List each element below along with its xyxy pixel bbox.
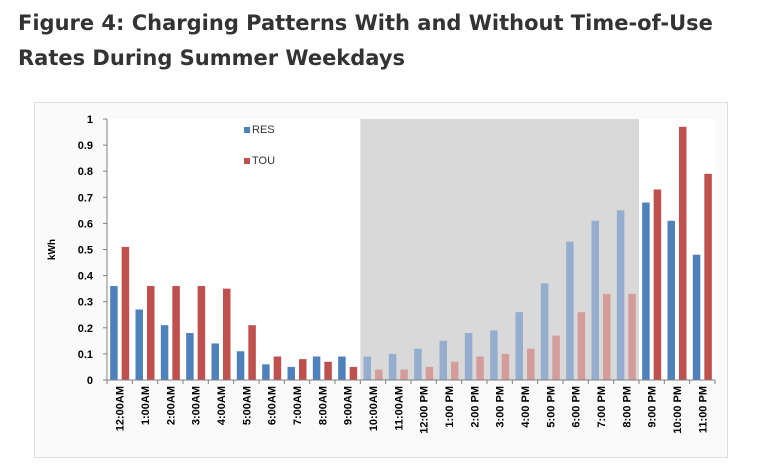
x-category-label-9: 9:00AM: [343, 386, 355, 425]
x-category-label-3: 3:00AM: [191, 386, 203, 425]
bar-tou-13: [451, 361, 459, 380]
legend-label-res: RES: [252, 124, 275, 136]
figure-title: Figure 4: Charging Patterns With and Wit…: [18, 11, 713, 70]
bar-tou-2: [172, 286, 180, 380]
bar-res-8: [312, 356, 321, 380]
y-tick-label-1: 0.1: [78, 349, 93, 361]
x-category-label-19: 7:00 PM: [596, 386, 608, 428]
bar-res-9: [338, 356, 346, 380]
bar-res-1: [135, 309, 143, 380]
x-category-label-10: 10:00AM: [368, 386, 380, 431]
x-category-label-15: 3:00 PM: [495, 386, 507, 428]
bar-tou-17: [552, 335, 560, 380]
x-category-label-16: 4:00 PM: [520, 386, 532, 428]
bar-res-12: [414, 348, 422, 380]
x-category-label-18: 6:00 PM: [571, 386, 583, 428]
bar-res-4: [211, 343, 219, 380]
x-category-label-7: 7:00AM: [292, 386, 304, 425]
bar-res-2: [160, 325, 169, 380]
x-category-label-6: 6:00AM: [267, 386, 279, 425]
bar-res-14: [464, 333, 473, 380]
bar-res-20: [616, 210, 625, 380]
bar-tou-12: [425, 366, 434, 380]
x-category-label-13: 1:00 PM: [444, 386, 456, 428]
y-axis-title: kWh: [47, 239, 58, 260]
y-tick-label-6: 0.6: [78, 218, 93, 230]
bar-tou-11: [400, 369, 408, 380]
x-category-label-0: 12:00AM: [115, 386, 127, 431]
bar-res-21: [642, 202, 650, 380]
x-category-label-14: 2:00 PM: [469, 386, 481, 428]
x-category-label-22: 10:00 PM: [672, 386, 684, 434]
bar-res-6: [262, 364, 270, 380]
bar-tou-23: [704, 173, 712, 380]
x-category-label-1: 1:00AM: [140, 386, 152, 425]
y-tick-label-2: 0.2: [78, 323, 93, 335]
bar-res-0: [110, 286, 118, 380]
bar-chart: 0 0.1 0.2 0.3 0.4 0.5 0.6 0.7 0.8 0.9 1 12:00AM 1:0…: [47, 114, 716, 434]
bar-res-5: [236, 351, 245, 380]
bar-tou-10: [375, 369, 383, 380]
x-category-label-8: 8:00AM: [317, 386, 329, 425]
bar-tou-7: [299, 359, 307, 380]
bar-tou-14: [476, 356, 484, 380]
legend-label-tou: TOU: [252, 155, 275, 167]
x-category-label-2: 2:00AM: [165, 386, 177, 425]
bar-res-13: [439, 340, 447, 380]
x-category-label-20: 8:00 PM: [621, 386, 633, 428]
x-category-label-5: 5:00AM: [241, 386, 253, 425]
bar-tou-5: [248, 325, 256, 380]
bar-res-19: [591, 220, 599, 380]
bar-res-22: [667, 220, 675, 380]
x-category-label-11: 11:00AM: [393, 386, 405, 431]
bar-tou-1: [147, 286, 155, 380]
bar-tou-18: [577, 312, 586, 380]
x-category-label-12: 12:00 PM: [419, 386, 431, 434]
bar-tou-16: [527, 348, 535, 380]
bar-tou-9: [349, 366, 358, 380]
bar-res-15: [490, 330, 498, 380]
y-tick-label-3: 0.3: [78, 297, 93, 309]
bar-tou-4: [223, 288, 231, 380]
bar-res-7: [287, 366, 295, 380]
bar-tou-8: [324, 361, 332, 380]
bar-res-23: [692, 254, 701, 380]
bar-res-10: [363, 356, 371, 380]
bar-tou-21: [653, 189, 662, 380]
chart-panel: 0 0.1 0.2 0.3 0.4 0.5 0.6 0.7 0.8 0.9 1 12:00AM 1:0…: [34, 102, 728, 458]
x-category-label-4: 4:00AM: [216, 386, 228, 425]
x-category-label-17: 5:00 PM: [545, 386, 557, 428]
y-tick-label-5: 0.5: [78, 245, 93, 257]
bar-tou-20: [628, 293, 636, 380]
bar-tou-0: [121, 246, 130, 380]
bar-res-11: [388, 353, 397, 380]
bar-res-18: [566, 241, 574, 380]
bar-tou-19: [603, 293, 611, 380]
x-category-label-23: 11:00 PM: [697, 386, 709, 433]
bar-tou-15: [501, 353, 510, 380]
bar-tou-22: [679, 126, 687, 380]
legend-swatch-tou: [244, 158, 250, 164]
y-tick-label-10: 1: [87, 114, 93, 126]
bar-tou-6: [273, 356, 282, 380]
bar-res-16: [515, 312, 523, 380]
y-tick-label-4: 0.4: [78, 271, 94, 283]
y-tick-label-0: 0: [87, 375, 93, 387]
bar-res-3: [186, 333, 194, 380]
y-tick-label-7: 0.7: [78, 192, 93, 204]
bar-tou-3: [197, 286, 206, 380]
x-category-label-21: 9:00 PM: [647, 386, 659, 428]
legend-swatch-res: [244, 127, 250, 133]
y-tick-label-8: 0.8: [78, 166, 93, 178]
bar-res-17: [540, 283, 549, 380]
y-tick-label-9: 0.9: [78, 140, 93, 152]
